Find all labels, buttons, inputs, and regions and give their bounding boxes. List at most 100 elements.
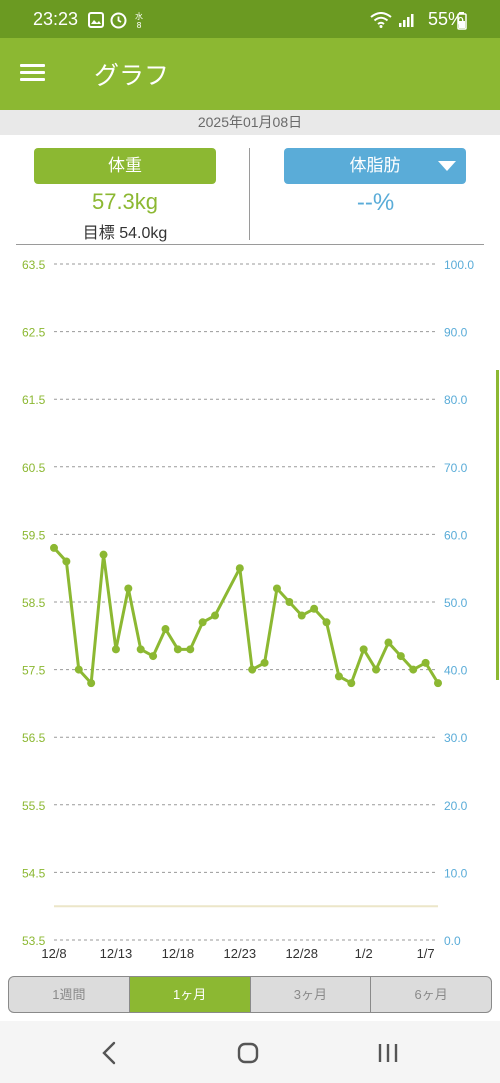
right-axis-tick: 20.0 [444, 799, 468, 813]
right-axis-tick: 60.0 [444, 528, 468, 542]
data-point [99, 550, 108, 559]
battery-status: 55% [428, 9, 464, 30]
signal-icon [399, 14, 414, 27]
goal-value: 54.0kg [119, 225, 168, 242]
data-point [285, 598, 294, 606]
data-point [322, 618, 331, 627]
goal-label: 目標 [82, 225, 115, 242]
status-time: 23:23 [33, 9, 79, 29]
data-point [136, 645, 145, 654]
data-point [297, 611, 306, 620]
data-point [50, 543, 58, 552]
data-point [211, 611, 220, 620]
weight-panel: 体重 57.3kg 目標 54.0kg [0, 135, 250, 245]
status-system-icons [370, 12, 414, 28]
image-icon [88, 12, 104, 28]
weight-value: 57.3kg [91, 189, 159, 214]
data-point [198, 618, 207, 627]
data-point [149, 652, 158, 661]
svg-text:水: 水 [135, 11, 143, 21]
tab-3-months[interactable]: 3ヶ月 [251, 977, 372, 1012]
battery-percent: 55% [427, 9, 464, 29]
x-axis-tick: 12/13 [100, 946, 133, 961]
data-point [173, 645, 182, 654]
data-point [260, 658, 269, 667]
panel-divider [249, 148, 250, 240]
recents-icon[interactable] [370, 1039, 406, 1067]
body-fat-panel: 体脂肪 --% [251, 135, 500, 245]
left-axis-tick: 60.5 [22, 461, 46, 475]
right-axis-tick: 50.0 [444, 596, 468, 610]
data-point [409, 665, 418, 674]
data-point [161, 625, 170, 634]
right-axis-tick: 100.0 [444, 258, 474, 272]
x-axis-tick: 1/7 [417, 946, 435, 961]
data-point [347, 679, 356, 688]
left-axis-tick: 59.5 [22, 528, 46, 542]
data-point [111, 645, 120, 654]
weight-button[interactable]: 体重 [34, 148, 216, 184]
data-point [359, 645, 368, 654]
wifi-icon [370, 12, 392, 28]
right-axis-tick: 70.0 [444, 461, 468, 475]
data-point [421, 658, 430, 667]
date-label: 2025年01月08日 [0, 110, 500, 135]
data-point [235, 564, 244, 573]
svg-text:8: 8 [136, 21, 141, 29]
left-axis-tick: 58.5 [22, 596, 46, 610]
left-axis-tick: 61.5 [22, 393, 46, 407]
data-point [396, 652, 405, 661]
x-axis-tick: 12/8 [41, 946, 66, 961]
period-tabs: 1週間 1ヶ月 3ヶ月 6ヶ月 [8, 976, 492, 1013]
weight-series-line [52, 546, 440, 685]
right-axis-tick: 40.0 [444, 664, 468, 678]
data-point [434, 679, 442, 688]
right-axis-tick: 10.0 [444, 866, 468, 880]
left-axis-tick: 56.5 [22, 731, 46, 745]
left-axis-tick: 63.5 [22, 258, 46, 272]
header-divider [16, 244, 484, 245]
tab-1-week[interactable]: 1週間 [9, 977, 130, 1012]
dropdown-arrow-icon [438, 161, 456, 171]
left-axis-tick: 53.5 [22, 934, 46, 948]
data-point [310, 604, 319, 613]
body-fat-dropdown[interactable]: 体脂肪 [284, 148, 466, 184]
tab-6-months[interactable]: 6ヶ月 [414, 987, 448, 1002]
battery-icon [457, 12, 467, 30]
alarm-icon [110, 12, 127, 28]
right-axis-tick: 0.0 [444, 934, 461, 948]
data-point [87, 679, 96, 688]
left-axis-tick: 54.5 [22, 866, 46, 880]
right-axis-tick: 30.0 [444, 731, 468, 745]
menu-icon[interactable] [20, 60, 52, 88]
app-bar: グラフ [0, 38, 500, 110]
x-axis-tick: 12/23 [224, 946, 257, 961]
weight-chart: 63.5 62.5 61.5 60.5 59.5 58.5 57.5 56.5 55.5 54.5… [22, 258, 474, 961]
x-axis-tick: 12/18 [162, 946, 195, 961]
body-fat-label: 体脂肪 [349, 156, 401, 176]
home-icon[interactable] [230, 1039, 266, 1067]
goal-row: 目標 54.0kg [0, 219, 250, 243]
right-axis-tick: 80.0 [444, 393, 468, 407]
data-point [384, 638, 393, 647]
data-point [248, 665, 257, 674]
left-axis-tick: 55.5 [22, 799, 46, 813]
data-point [272, 584, 281, 593]
body-fat-value: --% [356, 189, 395, 216]
scroll-indicator[interactable] [496, 370, 499, 680]
weather-icon: 水8 [135, 11, 143, 29]
data-point [74, 665, 83, 674]
data-point [124, 584, 133, 593]
back-icon[interactable] [92, 1039, 128, 1067]
data-point [334, 672, 343, 681]
x-axis-tick: 12/28 [285, 946, 318, 961]
left-axis-tick: 57.5 [22, 664, 46, 678]
tab-1-month[interactable]: 1ヶ月 [129, 977, 251, 1012]
page-title: グラフ [94, 61, 170, 90]
system-nav-bar [0, 1021, 500, 1083]
data-point [62, 557, 71, 566]
right-axis-tick: 90.0 [444, 326, 468, 340]
x-axis-tick: 1/2 [355, 946, 373, 961]
